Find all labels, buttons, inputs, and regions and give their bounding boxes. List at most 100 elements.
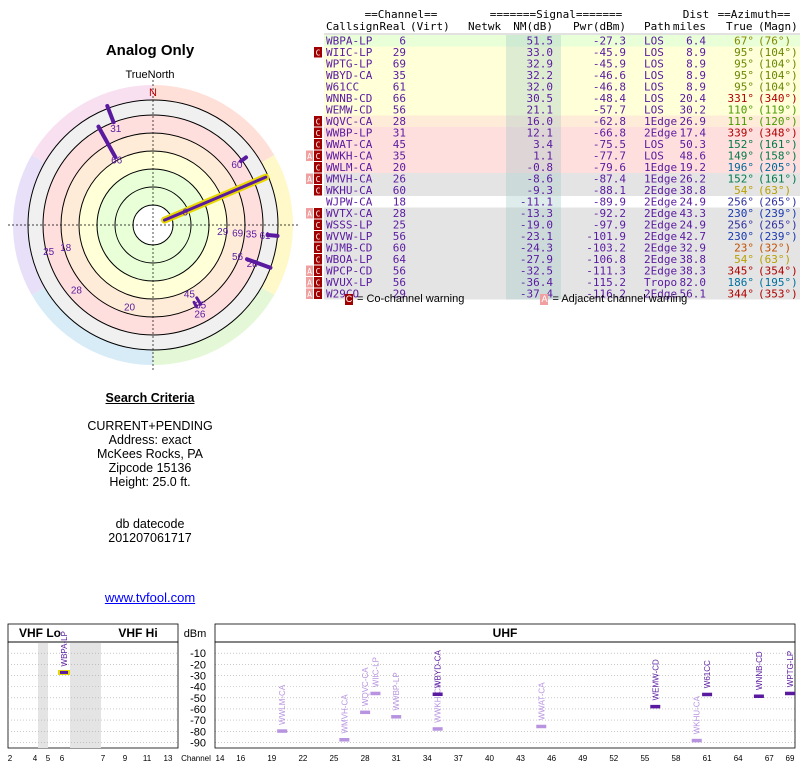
co-channel-warning-letter: C — [316, 233, 321, 242]
table-row — [324, 46, 800, 58]
uhf-channel-tick: 69 — [786, 754, 795, 763]
dist-cell: 24.9 — [680, 218, 707, 231]
pwr-value-cell: -115.2 — [586, 276, 626, 289]
callsign-cell: WWLM-CA — [326, 161, 373, 174]
callsign-cell: WBPA-LP — [326, 34, 373, 47]
criteria-line: Zipcode 15136 — [108, 461, 192, 475]
station-bar — [195, 296, 203, 306]
azimuth-true-cell: 339° — [728, 126, 755, 139]
nm-value-cell: 32.9 — [527, 57, 554, 70]
real-channel-cell: 29 — [393, 46, 406, 59]
signal-mark-label: WBPA-LP — [60, 631, 69, 666]
north-label: N — [149, 87, 157, 99]
co-channel-icon: C — [345, 294, 353, 305]
pwr-value-cell: -116.2 — [586, 287, 626, 300]
station-bar — [238, 155, 249, 164]
callsign-cell: WQVC-CA — [326, 115, 373, 128]
header-group-azimuth: ==Azimuth== — [718, 8, 791, 21]
azimuth-magn-cell: (104°) — [758, 80, 798, 93]
pwr-value-cell: -111.3 — [586, 264, 626, 277]
callsign-cell: WJMB-CD — [326, 241, 372, 254]
channel-label: 69 — [232, 228, 244, 239]
nm-value-cell: -19.0 — [520, 218, 553, 231]
path-cell: 2Edge — [644, 264, 677, 277]
dbm-tick-label: -10 — [190, 648, 206, 660]
nm-value-cell: -36.4 — [520, 276, 553, 289]
criteria-line: CURRENT+PENDING — [87, 419, 213, 433]
azimuth-magn-cell: (158°) — [758, 149, 798, 162]
path-cell: 2Edge — [644, 195, 677, 208]
signal-mark-label: WQVC-CA — [361, 667, 370, 706]
channel-axis-label: Channel — [181, 754, 211, 763]
co-channel-warning-letter: C — [316, 141, 321, 150]
vhf-channel-tick: 13 — [164, 754, 173, 763]
nm-value-cell: -24.3 — [520, 241, 553, 254]
vhf-channel-tick: 7 — [101, 754, 106, 763]
dbm-tick-label: -30 — [190, 670, 206, 682]
real-channel-cell: 60 — [393, 184, 406, 197]
co-channel-warning-letter: C — [316, 175, 321, 184]
signal-mark-uhf — [691, 738, 702, 743]
callsign-cell: WVUX-LP — [326, 276, 373, 289]
uhf-channel-tick: 22 — [298, 754, 307, 763]
azimuth-magn-cell: (340°) — [758, 92, 798, 105]
adjacent-channel-warning-letter: A — [307, 210, 312, 219]
nm-cell — [506, 276, 561, 288]
pwr-value-cell: -45.9 — [593, 57, 626, 70]
pwr-value-cell: -106.8 — [586, 253, 626, 266]
dist-cell: 42.7 — [680, 230, 707, 243]
azimuth-true-cell: 186° — [728, 276, 755, 289]
channel-label: 20 — [124, 303, 136, 314]
table-row — [324, 161, 800, 173]
nm-cell — [506, 288, 561, 300]
azimuth-magn-cell: (104°) — [758, 69, 798, 82]
path-cell: 2Edge — [644, 230, 677, 243]
dist-cell: 48.6 — [680, 149, 707, 162]
table-row — [324, 230, 800, 242]
nm-cell — [506, 184, 561, 196]
real-channel-cell: 25 — [393, 218, 406, 231]
path-cell: 2Edge — [644, 241, 677, 254]
pwr-value-cell: -89.9 — [593, 195, 626, 208]
table-row — [324, 253, 800, 265]
dist-cell: 19.2 — [680, 161, 707, 174]
nm-cell — [506, 265, 561, 277]
nm-cell — [506, 196, 561, 208]
signal-mark-uhf — [360, 710, 371, 715]
table-row — [324, 58, 800, 70]
table-row — [324, 81, 800, 93]
table-row — [324, 265, 800, 277]
nm-value-cell: 30.5 — [527, 92, 554, 105]
nm-value-cell: -32.5 — [520, 264, 553, 277]
signal-mark-label: W61CC — [703, 660, 712, 688]
signal-mark-label: WWBP-LP — [392, 672, 401, 710]
nm-cell — [506, 173, 561, 185]
co-channel-warning-icon — [314, 288, 322, 299]
pwr-value-cell: -75.5 — [593, 138, 626, 151]
table-row — [324, 150, 800, 162]
signal-mark-label: WWAT-CA — [537, 682, 546, 720]
co-channel-warning-letter: C — [316, 267, 321, 276]
nm-value-cell: -23.1 — [520, 230, 553, 243]
channel-label: 26 — [194, 309, 206, 320]
callsign-cell: WJPW-CA — [326, 195, 373, 208]
pwr-value-cell: -92.2 — [593, 207, 626, 220]
azimuth-true-cell: 331° — [728, 92, 755, 105]
callsign-cell: WIIC-LP — [326, 46, 373, 59]
channel-label: 56 — [232, 252, 244, 263]
azimuth-true-cell: 95° — [734, 46, 754, 59]
co-channel-warning-letter: C — [316, 187, 321, 196]
nm-cell — [506, 58, 561, 70]
tvfool-link[interactable]: www.tvfool.com — [104, 590, 196, 605]
dist-cell: 26.2 — [680, 172, 707, 185]
co-channel-warning-letter: C — [316, 49, 321, 58]
signal-mark-label: WWKH-CA — [434, 682, 443, 723]
signal-mark-label: WPTG-LP — [786, 651, 795, 687]
real-channel-cell: 29 — [393, 287, 406, 300]
nm-value-cell: 32.0 — [527, 80, 554, 93]
azimuth-magn-cell: (76°) — [758, 34, 791, 47]
azimuth-true-cell: 110° — [728, 103, 755, 116]
co-channel-warning-icon — [314, 173, 322, 184]
db-datecode-value: 201207061717 — [108, 531, 192, 545]
table-row — [324, 288, 800, 300]
